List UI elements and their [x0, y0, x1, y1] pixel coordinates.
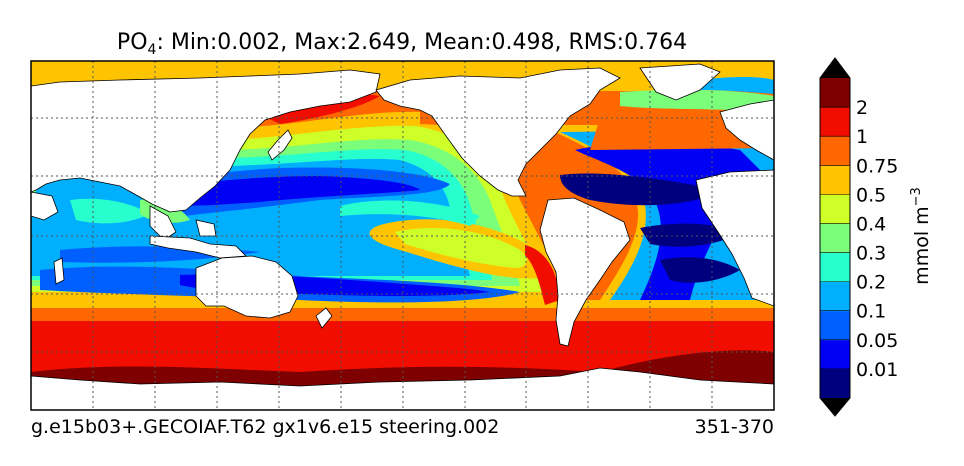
colorbar-tick-label: 0.3: [856, 243, 886, 265]
colorbar-label-exponent: −3: [909, 187, 924, 206]
colorbar-label-units: mmol m: [911, 206, 933, 284]
colorbar-segment: [820, 136, 850, 166]
land-india: [31, 191, 59, 221]
colorbar-segment: [820, 223, 850, 254]
land-asia: [31, 69, 381, 213]
colorbar-segment: [820, 368, 850, 399]
colorbar-tick-label: 0.5: [856, 184, 886, 206]
colorbar-segment: [820, 165, 850, 195]
years-range: 351-370: [695, 416, 774, 438]
land-madagascar: [53, 257, 65, 285]
case-name: g.e15b03+.GECOIAF.T62 gx1v6.e15 steering…: [31, 416, 499, 438]
land-europe: [719, 99, 774, 161]
colorbar-segment: [820, 281, 850, 312]
title-subscript: 4: [148, 42, 157, 58]
colorbar-tick-label: 2: [856, 97, 868, 119]
colorbar-tick-label: 0.1: [856, 301, 886, 323]
graticule: [31, 61, 774, 410]
land-greenland: [639, 63, 721, 101]
land-antarctica: [31, 367, 774, 410]
land-africa: [695, 169, 774, 307]
land-japan: [267, 129, 293, 161]
land-north-america: [375, 67, 621, 197]
colorbar-segment: [820, 252, 850, 283]
colorbar-tick-label: 1: [856, 126, 868, 148]
colorbar-segment: [820, 107, 850, 137]
colorbar-label: mmol m−3: [909, 187, 933, 285]
colorbar-tick-label: 0.05: [856, 330, 898, 352]
title-species: PO: [117, 30, 148, 55]
land-masses: [31, 63, 774, 410]
land-new-zealand: [315, 307, 333, 329]
map-panel: [31, 61, 774, 410]
colorbar-outline: [819, 57, 851, 417]
colorbar-segment: [820, 194, 850, 224]
colorbar: 0.01 0.05 0.1 0.2 0.3 0.4 0.5 0.75 1 2: [819, 57, 898, 417]
map-frame: [30, 60, 775, 411]
colorbar-segment: [820, 339, 850, 370]
colorbar-tick-label: 0.2: [856, 272, 886, 294]
colorbar-tick-label: 0.4: [856, 213, 886, 235]
colorbar-tick-label: 0.01: [856, 359, 898, 381]
colorbar-extend-min: [820, 398, 850, 416]
land-indochina: [149, 205, 177, 241]
land-south-america: [539, 197, 631, 347]
map-title: PO4: Min:0.002, Max:2.649, Mean:0.498, R…: [117, 30, 687, 58]
colorbar-tick-label: 0.75: [856, 155, 898, 177]
colorbar-segment: [820, 78, 850, 108]
colorbar-extend-max: [820, 58, 850, 78]
title-stats: : Min:0.002, Max:2.649, Mean:0.498, RMS:…: [156, 30, 687, 55]
colorbar-segment: [820, 310, 850, 341]
land-australia: [195, 255, 299, 319]
